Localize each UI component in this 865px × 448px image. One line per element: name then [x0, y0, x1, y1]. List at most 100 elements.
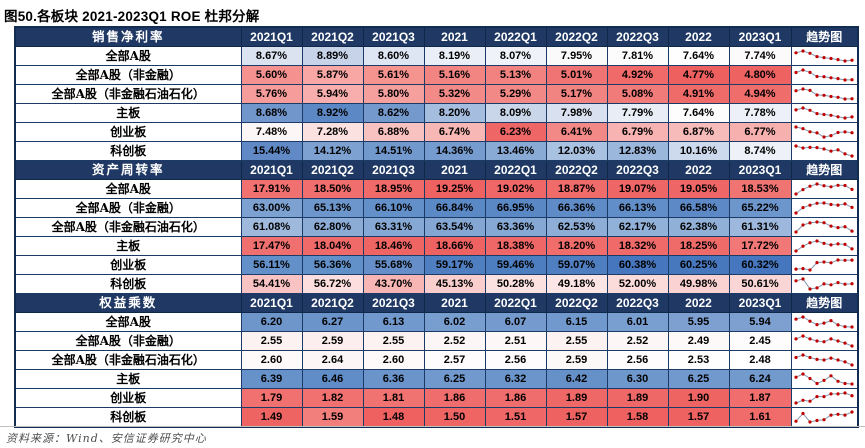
value-cell: 6.07	[484, 312, 547, 332]
value-cell: 63.00%	[240, 198, 303, 218]
value-cell: 12.83%	[606, 141, 669, 161]
column-header-2021q3: 2021Q3	[362, 26, 425, 47]
value-cell: 5.87%	[301, 65, 364, 85]
table-row-net-profit-margin-chinext: 创业板 7.48% 7.28% 6.88% 6.74% 6.23% 6.41% 6.79% 6.…	[14, 122, 859, 142]
row-label-main-board: 主板	[14, 103, 242, 123]
value-cell: 43.70%	[362, 274, 425, 294]
trend-sparkline-cell	[790, 198, 859, 218]
value-cell: 2.55	[362, 331, 425, 351]
row-label-chinext: 创业板	[14, 122, 242, 142]
value-cell: 18.25%	[667, 236, 730, 256]
value-cell: 52.00%	[606, 274, 669, 294]
value-cell: 1.49	[240, 407, 303, 428]
value-cell: 5.16%	[423, 65, 486, 85]
value-cell: 63.54%	[423, 217, 486, 237]
sparkline-chart	[794, 334, 854, 348]
value-cell: 4.92%	[606, 65, 669, 85]
value-cell: 56.11%	[240, 255, 303, 275]
column-header-2022q2: 2022Q2	[545, 160, 608, 180]
value-cell: 60.38%	[606, 255, 669, 275]
value-cell: 1.82	[301, 388, 364, 408]
section-title-equity-multiplier: 权益乘数	[14, 293, 242, 313]
value-cell: 1.87	[728, 388, 792, 408]
column-header-2021q1: 2021Q1	[240, 26, 303, 47]
value-cell: 7.64%	[667, 103, 730, 123]
roe-dupont-table: 销售净利率 2021Q1 2021Q2 2021Q3 2021 2022Q1 2022Q2 2…	[14, 26, 859, 428]
column-header-2022q2: 2022Q2	[545, 293, 608, 313]
value-cell: 1.79	[240, 388, 303, 408]
column-header-2023q1: 2023Q1	[728, 160, 792, 180]
row-label-all-a-ex-financials: 全部A股（非金融）	[14, 331, 242, 351]
value-cell: 5.13%	[484, 65, 547, 85]
value-cell: 6.88%	[362, 122, 425, 142]
value-cell: 49.18%	[545, 274, 608, 294]
value-cell: 1.89	[606, 388, 669, 408]
value-cell: 62.38%	[667, 217, 730, 237]
table-row-equity-multiplier-all-a-ex-fin-petro: 全部A股（非金融石油石化） 2.60 2.64 2.60 2.57 2.56 2.59 2.5…	[14, 350, 859, 370]
value-cell: 18.20%	[545, 236, 608, 256]
value-cell: 1.89	[545, 388, 608, 408]
value-cell: 4.94%	[728, 84, 792, 104]
sparkline-chart	[794, 353, 854, 367]
value-cell: 8.07%	[484, 46, 547, 66]
value-cell: 62.53%	[545, 217, 608, 237]
value-cell: 61.31%	[728, 217, 792, 237]
value-cell: 4.91%	[667, 84, 730, 104]
trend-sparkline-cell	[790, 141, 859, 161]
table-row-asset-turnover-all-a: 全部A股 17.91% 18.50% 18.95% 19.25% 19.02% 18.87%…	[14, 179, 859, 199]
row-label-chinext: 创业板	[14, 255, 242, 275]
value-cell: 66.13%	[606, 198, 669, 218]
value-cell: 2.53	[667, 350, 730, 370]
row-label-all-a-ex-fin-petro: 全部A股（非金融石油石化）	[14, 84, 242, 104]
value-cell: 5.17%	[545, 84, 608, 104]
value-cell: 2.49	[667, 331, 730, 351]
trend-sparkline-cell	[790, 407, 859, 428]
table-row-net-profit-margin-main-board: 主板 8.68% 8.92% 8.62% 8.20% 8.09% 7.98% 7.79% 7.6…	[14, 103, 859, 123]
value-cell: 5.60%	[240, 65, 303, 85]
value-cell: 19.02%	[484, 179, 547, 199]
value-cell: 60.25%	[667, 255, 730, 275]
sparkline-chart	[794, 68, 854, 82]
table-row-net-profit-margin-all-a-ex-financials: 全部A股（非金融） 5.60% 5.87% 5.61% 5.16% 5.13% 5.01% 4…	[14, 65, 859, 85]
value-cell: 6.15	[545, 312, 608, 332]
table-row-asset-turnover-chinext: 创业板 56.11% 56.36% 55.68% 59.17% 59.46% 59.07% 6…	[14, 255, 859, 275]
table-row-asset-turnover-all-a-ex-financials: 全部A股（非金融） 63.00% 65.13% 66.10% 66.84% 66.95% 6…	[14, 198, 859, 218]
value-cell: 6.42	[545, 369, 608, 389]
value-cell: 5.76%	[240, 84, 303, 104]
value-cell: 8.74%	[728, 141, 792, 161]
value-cell: 6.20	[240, 312, 303, 332]
value-cell: 7.95%	[545, 46, 608, 66]
value-cell: 6.25	[667, 369, 730, 389]
value-cell: 6.79%	[606, 122, 669, 142]
value-cell: 18.46%	[362, 236, 425, 256]
value-cell: 2.64	[301, 350, 364, 370]
table-row-equity-multiplier-chinext: 创业板 1.79 1.82 1.81 1.86 1.86 1.89 1.89 1.90 1.87	[14, 388, 859, 408]
value-cell: 2.56	[484, 350, 547, 370]
value-cell: 8.62%	[362, 103, 425, 123]
trend-sparkline-cell	[790, 84, 859, 104]
sparkline-chart	[794, 201, 854, 215]
sparkline-chart	[794, 391, 854, 405]
value-cell: 63.36%	[484, 217, 547, 237]
trend-sparkline-cell	[790, 331, 859, 351]
value-cell: 55.68%	[362, 255, 425, 275]
value-cell: 6.02	[423, 312, 486, 332]
value-cell: 6.13	[362, 312, 425, 332]
section-header-row-net-profit-margin: 销售净利率 2021Q1 2021Q2 2021Q3 2021 2022Q1 2022Q2 2…	[14, 26, 859, 47]
value-cell: 1.48	[362, 407, 425, 428]
value-cell: 19.05%	[667, 179, 730, 199]
sparkline-chart	[794, 315, 854, 329]
value-cell: 5.08%	[606, 84, 669, 104]
value-cell: 6.74%	[423, 122, 486, 142]
value-cell: 8.89%	[301, 46, 364, 66]
table-row-asset-turnover-all-a-ex-fin-petro: 全部A股（非金融石油石化） 61.08% 62.80% 63.31% 63.54% 63.…	[14, 217, 859, 237]
value-cell: 7.74%	[728, 46, 792, 66]
row-label-star-market: 科创板	[14, 407, 242, 428]
value-cell: 7.78%	[728, 103, 792, 123]
trend-sparkline-cell	[790, 388, 859, 408]
value-cell: 18.38%	[484, 236, 547, 256]
value-cell: 6.39	[240, 369, 303, 389]
value-cell: 10.16%	[667, 141, 730, 161]
table-row-equity-multiplier-all-a-ex-financials: 全部A股（非金融） 2.55 2.59 2.55 2.52 2.51 2.55 2.52 2.4…	[14, 331, 859, 351]
table-row-asset-turnover-main-board: 主板 17.47% 18.04% 18.46% 18.66% 18.38% 18.20% 18…	[14, 236, 859, 256]
